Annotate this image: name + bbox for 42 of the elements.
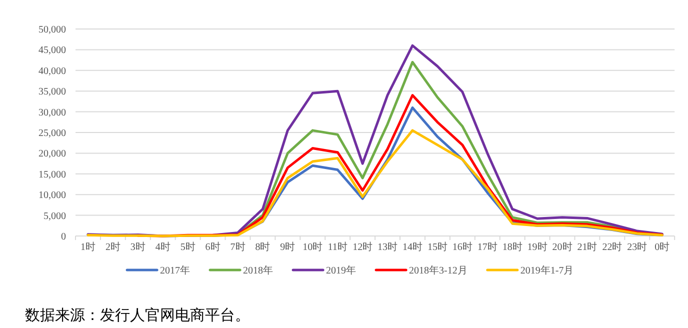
y-tick-label: 10,000 — [38, 190, 66, 202]
x-tick-label: 13时 — [378, 241, 398, 253]
x-tick-label: 6时 — [205, 241, 220, 253]
x-tick-label: 23时 — [627, 241, 648, 253]
x-tick-label: 17时 — [477, 241, 498, 253]
legend-label: 2019年1-7月 — [520, 264, 574, 276]
legend-label: 2019年 — [326, 264, 356, 276]
x-tick-label: 14时 — [402, 241, 422, 253]
y-tick-label: 30,000 — [38, 107, 66, 118]
y-tick-label: 35,000 — [38, 86, 66, 98]
x-tick-label: 0时 — [654, 241, 670, 253]
x-tick-label: 2时 — [105, 241, 120, 253]
x-tick-label: 9时 — [280, 241, 296, 253]
x-tick-label: 18时 — [502, 241, 522, 253]
x-tick-label: 16时 — [452, 241, 472, 253]
x-tick-label: 7时 — [230, 241, 246, 253]
x-tick-label: 15时 — [427, 241, 448, 253]
x-tick-label: 1时 — [80, 241, 96, 253]
x-tick-label: 19时 — [527, 241, 548, 253]
y-tick-label: 25,000 — [38, 128, 66, 139]
y-tick-label: 45,000 — [38, 45, 66, 56]
x-tick-label: 12时 — [352, 241, 373, 253]
x-tick-label: 10时 — [302, 241, 323, 253]
x-tick-label: 3时 — [130, 241, 146, 253]
legend-label: 2018年 — [243, 264, 274, 276]
x-tick-label: 8时 — [255, 241, 270, 253]
line-series — [86, 129, 664, 238]
x-tick-label: 11时 — [328, 241, 348, 253]
y-tick-label: 15,000 — [38, 169, 66, 180]
source-note: 数据来源：发行人官网电商平台。 — [25, 307, 250, 324]
y-tick-label: 20,000 — [38, 148, 66, 160]
x-tick-label: 5时 — [180, 241, 196, 253]
y-tick-label: 5,000 — [44, 210, 66, 222]
y-tick-label: 0 — [61, 232, 66, 242]
x-tick-label: 21时 — [577, 241, 598, 253]
legend-label: 2017年 — [160, 264, 190, 276]
x-tick-label: 4时 — [155, 241, 170, 253]
y-tick-label: 50,000 — [38, 24, 66, 36]
x-tick-label: 22时 — [602, 241, 622, 253]
x-tick-label: 20时 — [552, 241, 572, 253]
y-tick-label: 40,000 — [38, 66, 66, 77]
legend-label: 2018年3-12月 — [409, 264, 468, 276]
